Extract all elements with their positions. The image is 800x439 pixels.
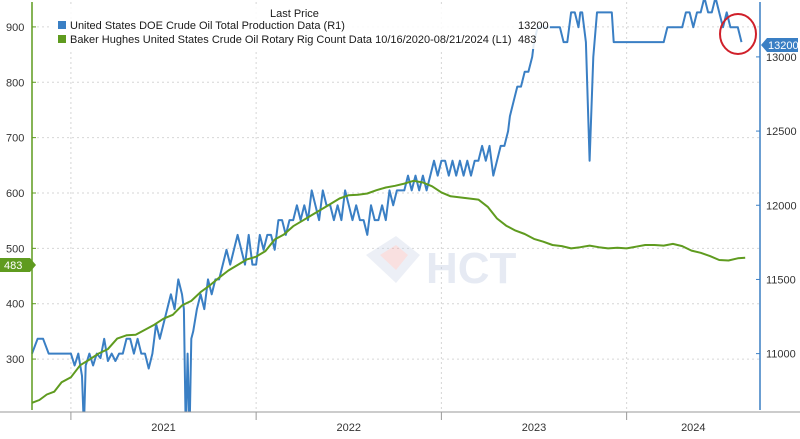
left-axis-tick-label: 600 xyxy=(6,188,24,200)
x-axis-tick-label: 2022 xyxy=(337,422,361,434)
right-axis: 11000 11500 12000 12500 13000 xyxy=(756,2,797,410)
right-axis-tick-label: 12000 xyxy=(766,200,797,212)
left-axis-tick-label: 300 xyxy=(6,354,24,366)
badge-text-production: 13200 xyxy=(768,40,799,52)
right-axis-tick-label: 11500 xyxy=(766,274,796,286)
x-axis-tick-label: 2024 xyxy=(681,422,705,434)
series-layer xyxy=(31,0,746,437)
legend: Last Price United States DOE Crude Oil T… xyxy=(50,5,550,49)
watermark-logo-accent xyxy=(380,245,408,270)
highlight-circle xyxy=(719,13,757,55)
x-axis: 2021 2022 2023 2024 xyxy=(0,411,800,439)
right-axis-tick-label: 13000 xyxy=(766,52,797,64)
watermark-text: HCT xyxy=(426,244,517,293)
left-axis-tick-label: 400 xyxy=(6,299,24,311)
left-axis-tick-label: 800 xyxy=(6,77,24,89)
grid xyxy=(32,2,760,410)
left-axis-tick-label: 900 xyxy=(6,22,24,34)
left-axis-tick-label: 700 xyxy=(6,133,24,145)
badge-shape-production xyxy=(761,38,798,52)
right-axis-tick-label: 11000 xyxy=(766,349,796,361)
x-axis-tick-label: 2023 xyxy=(522,422,546,434)
badge-shape-rig-count xyxy=(0,258,36,272)
x-axis-tick-label: 2021 xyxy=(151,422,175,434)
watermark: HCT xyxy=(366,236,517,293)
watermark-logo-shape xyxy=(366,236,420,283)
right-axis-tick-label: 12500 xyxy=(766,126,797,138)
legend-label-production: United States DOE Crude Oil Total Produc… xyxy=(70,20,345,32)
last-value-badge-production: 13200 xyxy=(761,38,799,52)
legend-value-rig-count: 483 xyxy=(518,34,536,46)
legend-swatch-rig-count xyxy=(58,35,66,43)
legend-swatch-production xyxy=(58,21,66,29)
left-axis: 300 400 500 600 700 800 900 xyxy=(6,2,36,410)
legend-value-production: 13200 xyxy=(518,20,549,32)
series-line-production xyxy=(31,0,743,437)
legend-label-rig-count: Baker Hughes United States Crude Oil Rot… xyxy=(70,34,511,46)
series-line-rig-count xyxy=(31,179,746,404)
legend-header: Last Price xyxy=(270,8,319,20)
last-value-badge-rig-count: 483 xyxy=(0,258,36,272)
left-axis-tick-label: 500 xyxy=(6,243,24,255)
badge-text-rig-count: 483 xyxy=(4,260,22,272)
legend-background xyxy=(50,5,550,49)
x-axis-band xyxy=(0,412,800,439)
